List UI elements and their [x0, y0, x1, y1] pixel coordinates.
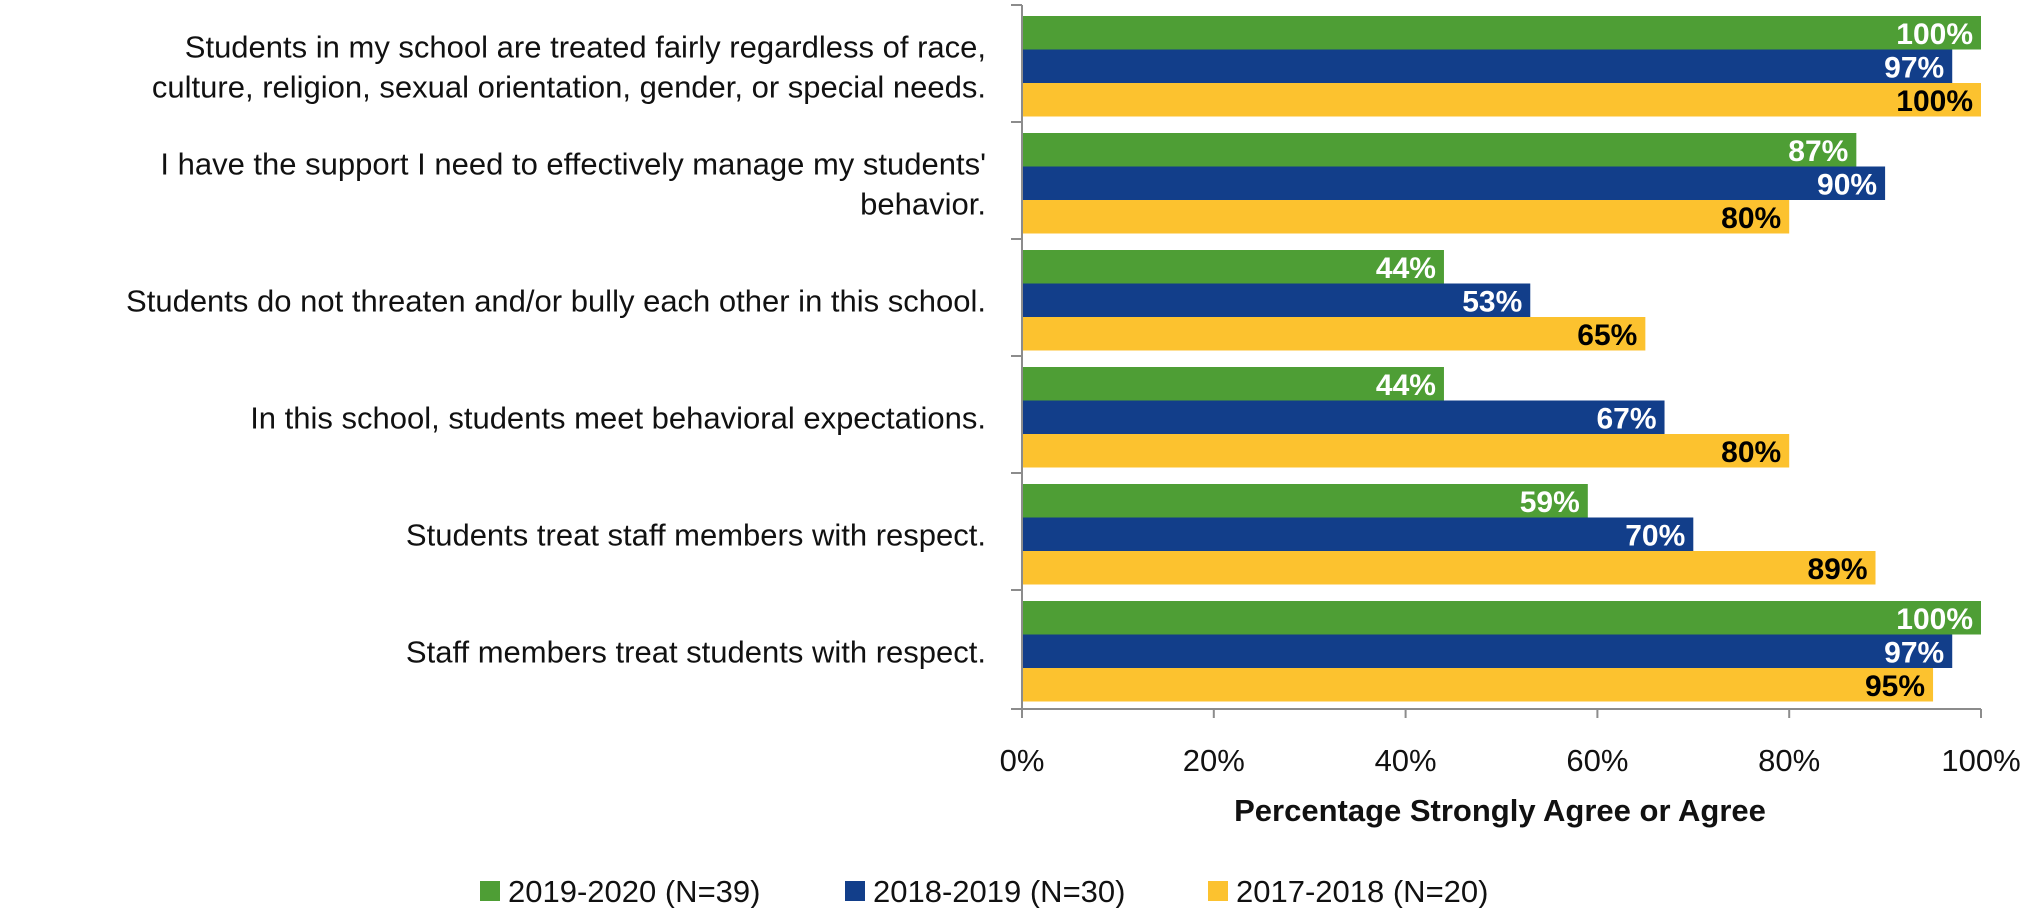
axes	[1011, 4, 1982, 718]
data-label: 100%	[1896, 85, 1973, 118]
x-tick-label: 20%	[1183, 743, 1245, 778]
bar	[1022, 250, 1444, 284]
data-label: 95%	[1865, 670, 1925, 703]
data-label: 80%	[1721, 436, 1781, 469]
legend-label: 2018-2019 (N=30)	[873, 874, 1125, 908]
category-label: Staff members treat students with respec…	[406, 634, 986, 669]
x-tick-label: 60%	[1566, 743, 1628, 778]
data-label: 44%	[1376, 369, 1436, 402]
category-labels: Students in my school are treated fairly…	[126, 29, 986, 669]
legend-swatch	[845, 881, 865, 901]
category-label: Students do not threaten and/or bully ea…	[126, 283, 986, 318]
data-label: 70%	[1625, 519, 1685, 552]
data-label: 53%	[1462, 285, 1522, 318]
legend-swatch	[1208, 881, 1228, 901]
category-label: Students treat staff members with respec…	[406, 517, 986, 552]
bar	[1022, 400, 1665, 434]
x-tick-labels: 0% 20% 40% 60% 80% 100%	[1000, 743, 2021, 778]
bar	[1022, 133, 1857, 167]
data-label: 100%	[1896, 18, 1973, 51]
bar	[1022, 601, 1981, 635]
bar	[1022, 49, 1953, 83]
bar	[1022, 16, 1981, 50]
data-label: 67%	[1596, 402, 1656, 435]
bar	[1022, 317, 1646, 351]
x-tick-label: 100%	[1941, 743, 2020, 778]
data-label: 97%	[1884, 636, 1944, 669]
bar	[1022, 166, 1886, 200]
x-tick-label: 0%	[1000, 743, 1045, 778]
data-labels: 100%97%100%87%90%80%44%53%65%44%67%80%59…	[1376, 18, 1973, 703]
category-label: I have the support I need to effectively…	[160, 146, 986, 221]
bar	[1022, 434, 1790, 468]
bar	[1022, 83, 1981, 117]
bar	[1022, 517, 1694, 551]
category-label: Students in my school are treated fairly…	[152, 29, 986, 104]
data-label: 90%	[1817, 168, 1877, 201]
data-label: 65%	[1577, 319, 1637, 352]
data-label: 44%	[1376, 252, 1436, 285]
data-label: 59%	[1520, 486, 1580, 519]
bar	[1022, 551, 1876, 585]
x-axis-title: Percentage Strongly Agree or Agree	[1234, 793, 1766, 828]
bar	[1022, 200, 1790, 234]
legend-swatch	[480, 881, 500, 901]
data-label: 100%	[1896, 603, 1973, 636]
x-tick-label: 40%	[1375, 743, 1437, 778]
category-label: In this school, students meet behavioral…	[250, 400, 986, 435]
bar	[1022, 283, 1531, 317]
data-label: 80%	[1721, 202, 1781, 235]
legend-label: 2017-2018 (N=20)	[1236, 874, 1488, 908]
bar	[1022, 484, 1588, 518]
bar	[1022, 634, 1953, 668]
bars	[1022, 16, 1981, 702]
bar	[1022, 668, 1934, 702]
data-label: 97%	[1884, 51, 1944, 84]
legend-label: 2019-2020 (N=39)	[508, 874, 760, 908]
x-tick-label: 80%	[1758, 743, 1820, 778]
legend: 2019-2020 (N=39) 2018-2019 (N=30) 2017-201…	[480, 874, 1488, 908]
bar	[1022, 367, 1444, 401]
data-label: 87%	[1788, 135, 1848, 168]
data-label: 89%	[1807, 553, 1867, 586]
